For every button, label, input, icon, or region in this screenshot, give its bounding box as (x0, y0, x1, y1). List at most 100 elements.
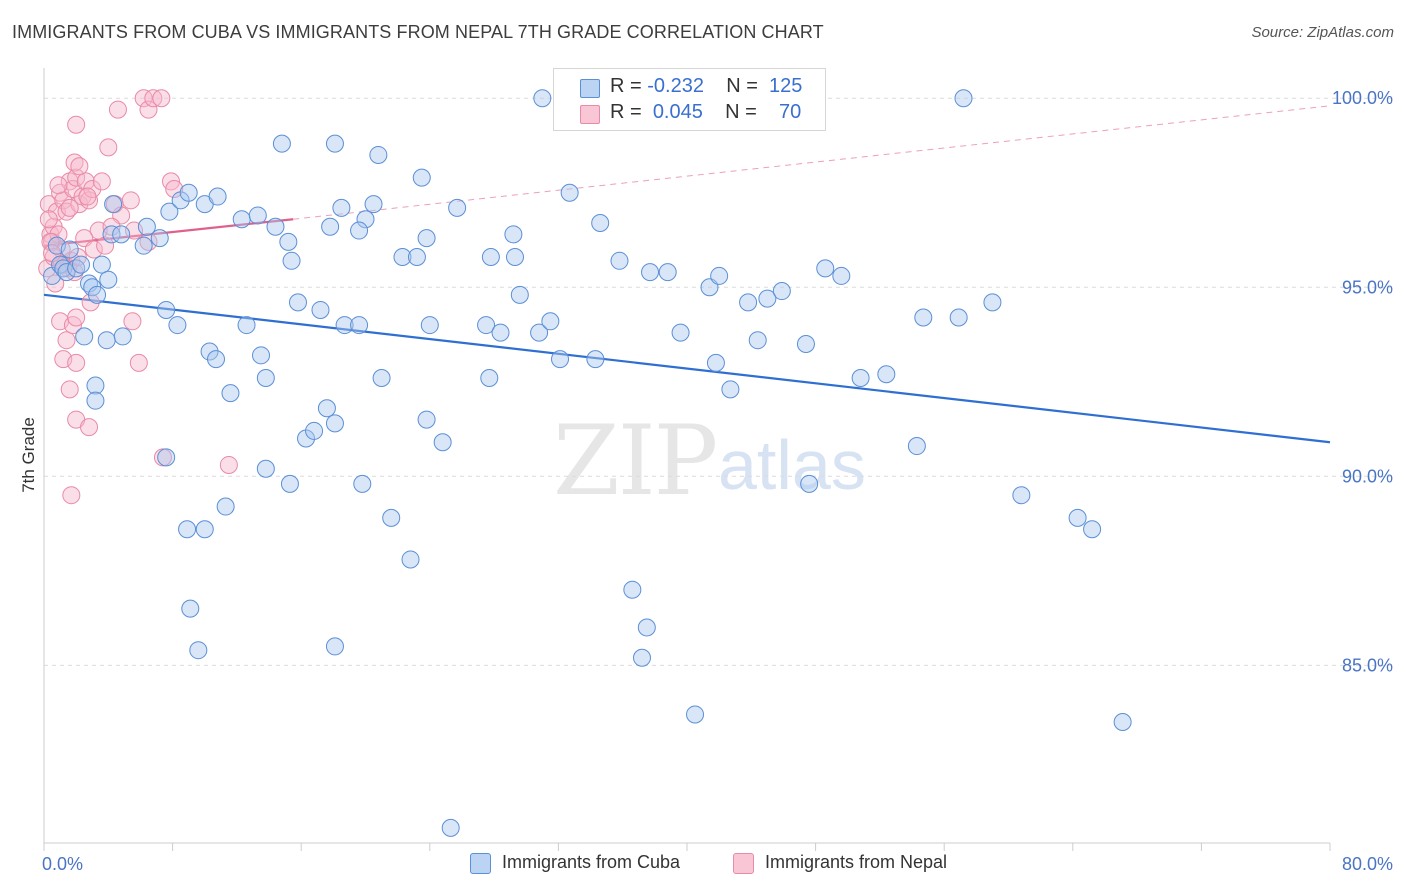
cuba-point (317, 399, 336, 418)
nepal-point (152, 89, 171, 108)
cuba-point (393, 248, 412, 267)
watermark-atlas: atlas (718, 426, 866, 504)
nepal-point (67, 308, 86, 327)
cuba-point (134, 236, 153, 255)
cuba-point (325, 414, 344, 433)
cuba-point (800, 474, 819, 493)
cuba-point (772, 282, 791, 301)
cuba-point (325, 637, 344, 656)
cuba-point (851, 369, 870, 387)
cuba-point (266, 217, 285, 236)
nepal-point (80, 418, 99, 437)
cuba-point (181, 599, 200, 618)
cuba-point (510, 285, 529, 304)
cuba-point (412, 168, 431, 187)
cuba-point (252, 346, 271, 365)
cuba-point (671, 323, 690, 342)
cuba-point (189, 641, 208, 660)
cuba-point (420, 316, 439, 335)
cuba-point (983, 293, 1002, 312)
cuba-point (641, 263, 660, 282)
y-tick-label: 90.0% (1342, 466, 1393, 486)
cuba-point (272, 134, 291, 153)
nepal-trend-line (43, 218, 294, 247)
cuba-point (237, 316, 256, 335)
trend-layer (43, 105, 1331, 444)
cuba-point (57, 263, 76, 282)
cuba-point (137, 217, 156, 236)
cuba-point (591, 214, 610, 232)
cuba-point (356, 210, 375, 229)
cuba-point (71, 255, 90, 274)
cuba-point (86, 391, 105, 410)
cuba-point (721, 380, 740, 399)
nepal-point (96, 236, 115, 255)
nepal-point (67, 115, 86, 134)
y-axis-title: 7th Grade (19, 417, 38, 493)
cuba-point (401, 550, 420, 569)
nepal-point (70, 157, 89, 176)
cuba-point (99, 270, 118, 289)
nepal-trend-extension (293, 105, 1331, 220)
legend-r-value-cuba: -0.232 (647, 75, 704, 97)
legend-n-value-nepal: 70 (779, 101, 802, 123)
cuba-point (104, 195, 123, 214)
cuba-point (160, 202, 179, 221)
nepal-point (81, 293, 100, 312)
cuba-point (623, 580, 642, 599)
watermark-zip: ZIP (553, 405, 718, 517)
legend-r-label-nepal: R = (610, 101, 648, 123)
nepal-point (139, 100, 158, 119)
cuba-point (441, 818, 460, 837)
nepal-point (62, 486, 81, 505)
nepal-point (165, 179, 184, 198)
cuba-point (332, 198, 351, 217)
source-note: Source: ZipAtlas.com (1251, 24, 1394, 41)
cuba-point (75, 327, 94, 346)
cuba-point (256, 459, 275, 478)
cuba-point (706, 353, 725, 372)
cuba-point (168, 316, 187, 335)
nepal-point (102, 217, 121, 236)
x-tick-label: 0.0% (42, 854, 83, 874)
cuba-point (221, 384, 240, 403)
cuba-point (1012, 486, 1031, 505)
cuba-point (280, 474, 299, 493)
cuba-point (216, 497, 235, 516)
cuba-point (417, 229, 436, 248)
cuba-point (311, 300, 330, 319)
cuba-point (739, 293, 758, 312)
nepal-point (57, 331, 76, 350)
cuba-point (97, 331, 116, 350)
cuba-point (541, 312, 560, 331)
cuba-point (748, 331, 767, 350)
cuba-point (533, 89, 552, 108)
cuba-point (60, 240, 79, 259)
cuba-point (288, 293, 307, 312)
cuba-point (208, 187, 227, 206)
cuba-point (480, 369, 499, 387)
x-tick-label: 80.0% (1342, 854, 1393, 874)
cuba-trend-line (43, 293, 1331, 444)
cuba-point (325, 134, 344, 153)
legend-n-value-cuba: 125 (769, 75, 803, 97)
cuba-point (758, 289, 777, 308)
nepal-point (84, 240, 103, 259)
cuba-point (954, 89, 973, 108)
cuba-point (382, 508, 401, 527)
grid-layer (44, 97, 1392, 666)
cuba-point (796, 334, 815, 353)
cuba-point (350, 221, 369, 240)
cuba-point (658, 263, 677, 282)
cuba-point (335, 316, 354, 335)
nepal-point (123, 312, 142, 331)
nepal-point (39, 210, 58, 229)
cuba-point (816, 259, 835, 278)
nepal-point (60, 380, 79, 399)
cuba-point (113, 327, 132, 346)
cuba-point (417, 410, 436, 429)
cuba-point (200, 342, 219, 361)
nepal-point (67, 353, 86, 372)
cuba-point (86, 376, 105, 395)
cuba-point (372, 369, 391, 387)
